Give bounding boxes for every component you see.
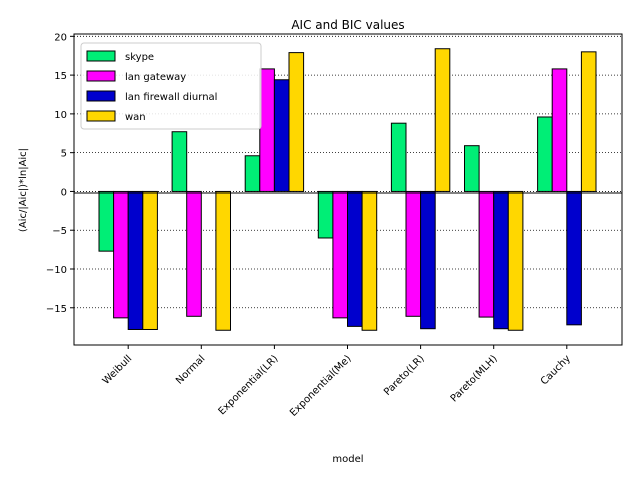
x-axis-title: model bbox=[332, 454, 363, 465]
bar-wan-1 bbox=[215, 190, 231, 331]
legend-swatch bbox=[86, 50, 116, 62]
y-tick-label: 15 bbox=[54, 71, 67, 82]
bar-lan-gateway-2 bbox=[259, 68, 275, 192]
y-tick-label: 10 bbox=[54, 110, 67, 121]
legend: skype lan gateway lan firewall diurnal wan bbox=[80, 42, 262, 130]
bar-wan-0 bbox=[142, 190, 158, 330]
bar-lan-firewall-diurnal-2 bbox=[273, 79, 290, 192]
chart-title: AIC and BIC values bbox=[291, 18, 404, 32]
x-tick-label: Exponential(LR) bbox=[217, 353, 281, 417]
y-axis-ticks: −15 −10 −5 0 5 10 15 20 bbox=[46, 32, 74, 315]
bar-lan-firewall-diurnal-4 bbox=[420, 190, 436, 330]
x-tick-label: Normal bbox=[174, 353, 207, 386]
bar-lan-gateway-0 bbox=[113, 190, 129, 319]
legend-label: lan firewall diurnal bbox=[125, 92, 217, 103]
bar-skype-2 bbox=[244, 155, 261, 192]
bar-lan-gateway-1 bbox=[186, 190, 202, 317]
bar-skype-0 bbox=[98, 190, 115, 252]
bar-wan-2 bbox=[288, 52, 305, 192]
bar-wan-4 bbox=[434, 48, 451, 192]
y-tick-label: −5 bbox=[52, 226, 67, 237]
y-tick-label: −15 bbox=[46, 304, 67, 315]
bar-lan-firewall-diurnal-3 bbox=[347, 190, 363, 327]
x-tick-label: Cauchy bbox=[539, 353, 573, 387]
y-axis-title: (Aic/|Aic|)*ln|Aic| bbox=[18, 148, 29, 232]
bars bbox=[98, 48, 597, 331]
bar-lan-gateway-6 bbox=[551, 68, 568, 192]
bar-lan-gateway-5 bbox=[478, 190, 495, 318]
bar-lan-firewall-diurnal-6 bbox=[566, 190, 582, 326]
y-tick-label: 0 bbox=[61, 187, 67, 198]
bar-lan-firewall-diurnal-0 bbox=[127, 190, 144, 330]
x-tick-label: Pareto(LR) bbox=[382, 353, 427, 398]
legend-label: wan bbox=[125, 112, 146, 123]
legend-box bbox=[80, 42, 262, 130]
bar-skype-5 bbox=[464, 145, 480, 192]
x-tick-label: Weibull bbox=[101, 353, 135, 387]
legend-swatch bbox=[86, 70, 116, 82]
bar-lan-firewall-diurnal-5 bbox=[493, 190, 509, 330]
bar-skype-6 bbox=[537, 116, 553, 192]
x-tick-label: Exponential(Me) bbox=[288, 353, 354, 419]
bar-lan-gateway-3 bbox=[332, 190, 348, 319]
bar-wan-6 bbox=[580, 51, 597, 192]
y-tick-label: −10 bbox=[46, 265, 67, 276]
bar-wan-3 bbox=[361, 190, 378, 331]
legend-swatch bbox=[86, 90, 116, 102]
bar-skype-1 bbox=[171, 131, 188, 192]
y-tick-label: 20 bbox=[54, 32, 67, 43]
bar-lan-gateway-4 bbox=[405, 190, 422, 317]
y-tick-label: 5 bbox=[61, 149, 67, 160]
bar-wan-5 bbox=[507, 190, 524, 331]
x-axis-ticks: Weibull Normal Exponential(LR) Exponential(… bbox=[101, 345, 573, 419]
legend-swatch bbox=[86, 110, 116, 122]
bar-skype-4 bbox=[390, 122, 407, 192]
x-tick-label: Pareto(MLH) bbox=[449, 353, 500, 404]
bar-skype-3 bbox=[317, 190, 334, 239]
legend-label: skype bbox=[125, 52, 154, 63]
legend-label: lan gateway bbox=[125, 72, 186, 83]
